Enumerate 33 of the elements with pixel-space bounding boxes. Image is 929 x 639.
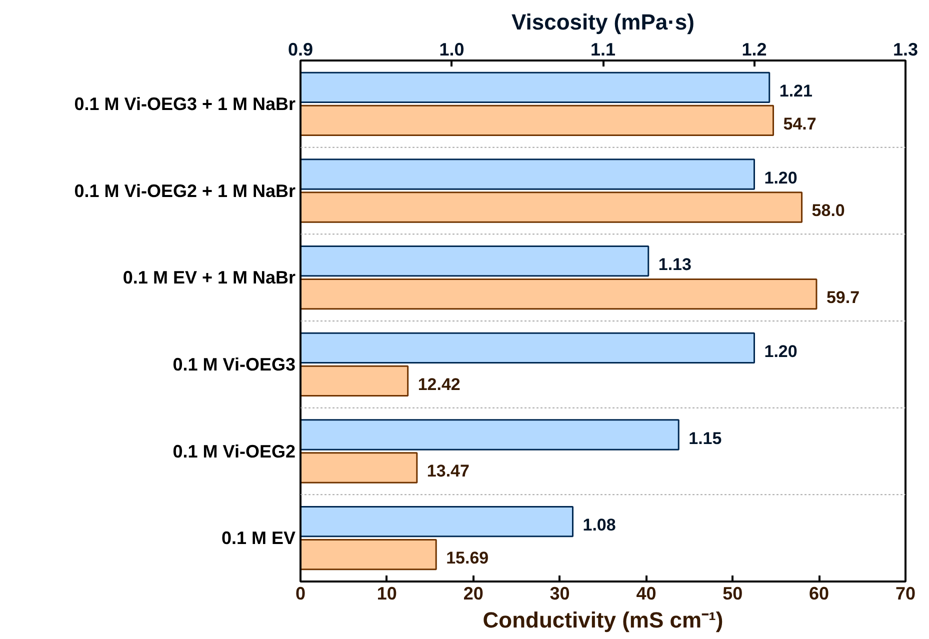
data-label: 12.42 [418,374,460,394]
x2-tick-label: 1.0 [439,40,464,60]
y-tick-label: 0.1 M EV + 1 M NaBr [122,268,296,288]
x-tick-label: 0 [295,584,306,604]
data-label: 1.15 [688,428,722,448]
y-tick-label: 0.1 M EV [221,528,296,548]
x2-tick-label: 1.2 [742,40,767,60]
x-tick-label: 20 [463,584,484,604]
y-tick-label: 0.1 M Vi-OEG3 [172,354,296,374]
data-label: 54.7 [783,114,816,134]
x2-axis-title: Viscosity (mPa·s) [512,10,695,34]
x-tick-label: 40 [636,584,656,604]
y-tick-label: 0.1 M Vi-OEG2 + 1 M NaBr [74,180,296,201]
data-label: 1.13 [658,255,692,274]
data-label: 13.47 [426,462,470,481]
data-label: 15.69 [446,548,489,568]
x-axis-title: Conductivity (mS cm⁻¹) [482,608,724,632]
data-label: 1.08 [582,516,616,535]
data-label: 59.7 [826,288,860,308]
data-label: 1.21 [779,81,812,100]
data-label: 1.20 [764,168,798,188]
data-label: 1.20 [764,342,798,361]
y-tick-label: 0.1 M Vi-OEG2 [172,441,296,462]
x2-tick-label: 1.1 [590,40,616,60]
x-tick-label: 60 [809,584,830,604]
y-tick-label: 0.1 M Vi-OEG3 + 1 M NaBr [74,94,296,114]
x2-tick-label: 1.3 [892,40,918,60]
x2-tick-label: 0.9 [288,40,314,60]
x-tick-label: 10 [376,584,397,604]
x-tick-label: 70 [895,584,916,604]
x-tick-label: 50 [722,584,743,604]
x-tick-label: 30 [550,584,570,604]
data-label: 58.0 [812,201,845,220]
